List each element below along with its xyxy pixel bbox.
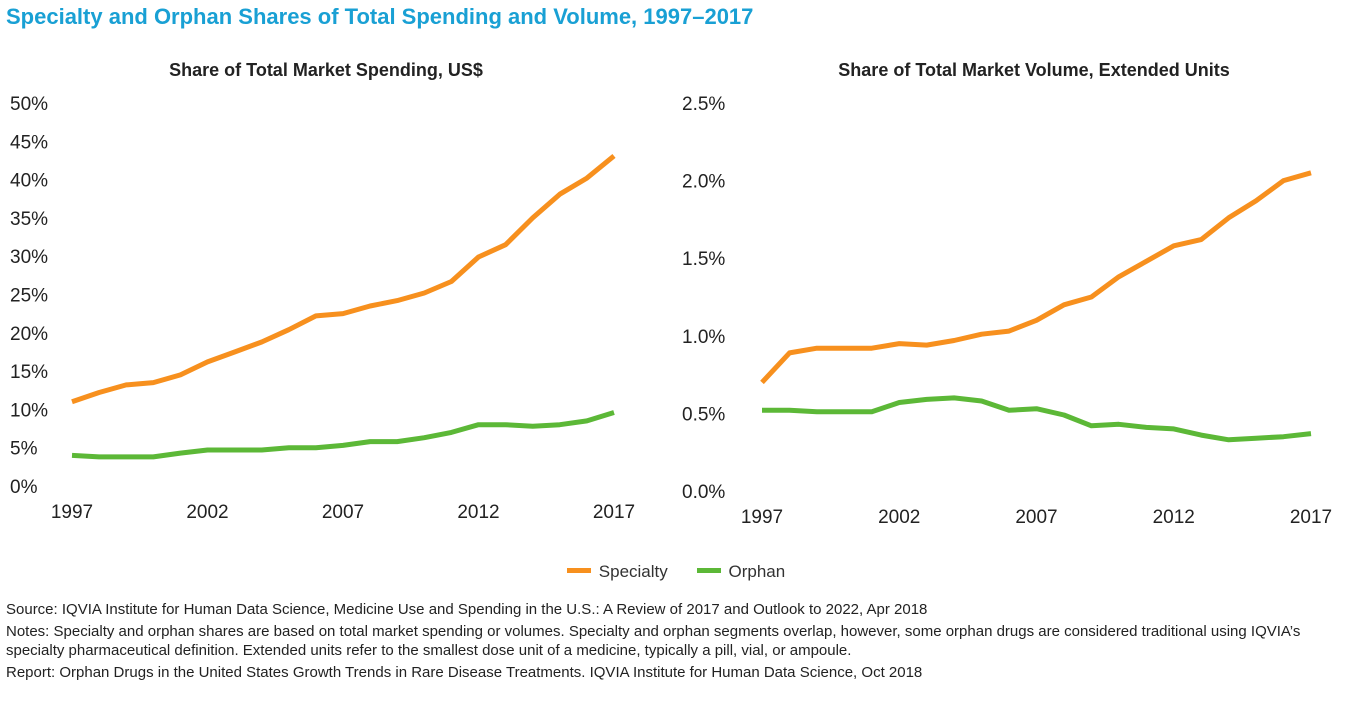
spending-ytick-label: 45%	[10, 132, 48, 153]
spending-ytick-label: 30%	[10, 247, 48, 268]
volume-xtick-label: 2007	[1015, 507, 1057, 528]
volume-ytick-label: 2.5%	[682, 94, 725, 115]
footnotes: Source: IQVIA Institute for Human Data S…	[6, 600, 1346, 685]
legend: Specialty Orphan	[0, 562, 1352, 582]
spending-xtick-label: 2012	[457, 502, 499, 523]
legend-label-orphan: Orphan	[728, 562, 786, 581]
spending-xtick-label: 1997	[51, 502, 93, 523]
legend-swatch-orphan	[696, 568, 721, 574]
spending-xtick-label: 2017	[593, 502, 635, 523]
spending-xtick-label: 2007	[322, 502, 364, 523]
legend-item-specialty: Specialty	[566, 562, 668, 582]
notes-text: Notes: Specialty and orphan shares are b…	[6, 623, 1301, 659]
volume-ytick-label: 1.0%	[682, 327, 725, 348]
spending-chart-title: Share of Total Market Spending, US$	[169, 60, 483, 80]
spending-series-specialty-line	[71, 153, 616, 405]
volume-xtick-label: 2012	[1153, 507, 1195, 528]
legend-item-orphan: Orphan	[696, 562, 786, 582]
spending-ytick-label: 10%	[10, 400, 48, 421]
volume-ytick-label: 1.5%	[682, 249, 725, 270]
spending-ytick-label: 20%	[10, 324, 48, 345]
spending-ytick-label: 0%	[10, 477, 38, 498]
legend-label-specialty: Specialty	[598, 562, 668, 581]
volume-series-orphan-line	[762, 395, 1312, 443]
spending-ytick-label: 15%	[10, 362, 48, 383]
volume-ytick-label: 2.0%	[682, 172, 725, 193]
volume-xtick-label: 1997	[741, 507, 783, 528]
volume-ytick-label: 0.5%	[682, 404, 725, 425]
spending-series-orphan-line	[71, 410, 615, 460]
spending-ytick-label: 35%	[10, 209, 48, 230]
source-note: Source: IQVIA Institute for Human Data S…	[6, 601, 928, 618]
volume-ytick-label: 0.0%	[682, 482, 725, 503]
legend-swatch-specialty	[566, 568, 591, 574]
spending-ytick-label: 40%	[10, 171, 48, 192]
spending-ytick-label: 5%	[10, 439, 38, 460]
spending-xtick-label: 2002	[186, 502, 228, 523]
volume-xtick-label: 2017	[1290, 507, 1332, 528]
spending-ytick-label: 25%	[10, 286, 48, 307]
volume-xtick-label: 2002	[878, 507, 920, 528]
report-note: Report: Orphan Drugs in the United State…	[6, 664, 923, 681]
volume-chart-title: Share of Total Market Volume, Extended U…	[838, 60, 1230, 80]
main-title: Specialty and Orphan Shares of Total Spe…	[6, 4, 754, 29]
volume-series-specialty-line	[760, 170, 1312, 385]
spending-ytick-label: 50%	[10, 94, 48, 115]
